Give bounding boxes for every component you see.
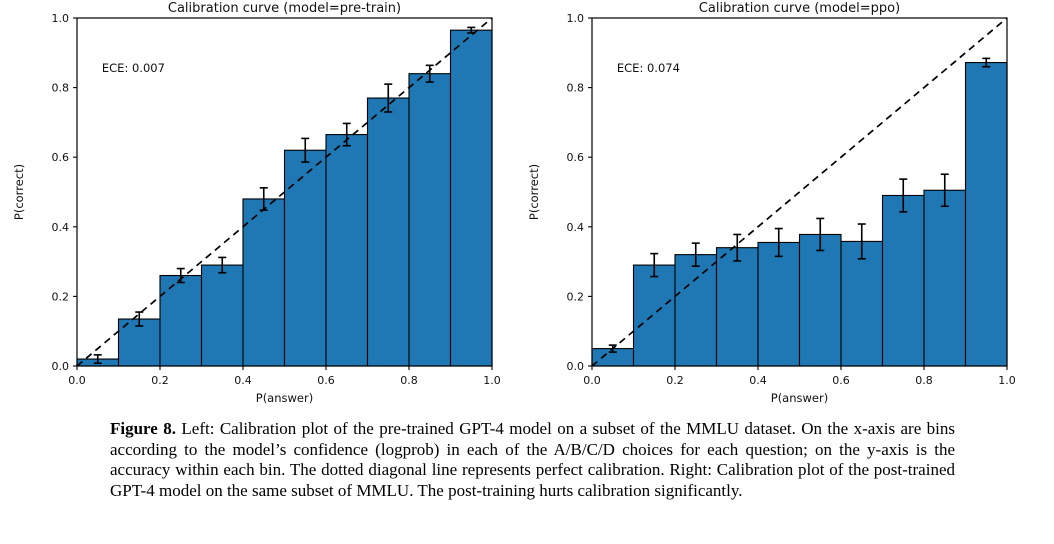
x-tick-label: 0.0 xyxy=(68,374,86,387)
x-axis-label: P(answer) xyxy=(256,391,313,405)
y-tick-label: 0.2 xyxy=(52,290,70,303)
calibration-bar xyxy=(325,134,369,367)
figure-8-charts: 0.0 0.2 0.4 0.6 0.8 1.0 0.0 0.2 0.4 0.6 0.8 1.0 Cali… xyxy=(9,0,1051,412)
figure-caption-label: Figure 8. xyxy=(110,419,176,438)
chart-title: Calibration curve (model=pre-train) xyxy=(168,1,401,16)
x-tick-label: 1.0 xyxy=(998,374,1016,387)
y-tick-label: 0.2 xyxy=(567,290,585,303)
y-tick-label: 0.4 xyxy=(52,221,70,234)
x-tick-label: 0.2 xyxy=(151,374,169,387)
calibration-bar xyxy=(242,198,286,367)
ece-annotation: ECE: 0.074 xyxy=(617,61,680,75)
y-tick-label: 1.0 xyxy=(52,12,70,25)
x-tick-label: 0.4 xyxy=(749,374,767,387)
calibration-bar xyxy=(159,274,203,367)
calibration-bar xyxy=(798,233,842,367)
y-tick-label: 0.8 xyxy=(567,82,585,95)
y-tick-label: 0.0 xyxy=(52,360,70,373)
calibration-bar xyxy=(715,247,759,367)
calibration-bar xyxy=(283,149,327,367)
calibration-bar xyxy=(200,264,244,367)
chart-svg: 0.0 0.2 0.4 0.6 0.8 1.0 0.0 0.2 0.4 0.6 0.8 1.0 Cali… xyxy=(527,1,1016,405)
y-tick-label: 0.6 xyxy=(567,151,585,164)
calibration-bar xyxy=(408,73,452,367)
x-tick-label: 0.4 xyxy=(234,374,252,387)
x-tick-label: 0.6 xyxy=(832,374,850,387)
chart-title: Calibration curve (model=ppo) xyxy=(699,1,900,16)
perfect-calibration-line xyxy=(76,17,493,367)
axes-frame xyxy=(76,17,493,367)
y-tick-label: 0.0 xyxy=(567,360,585,373)
calibration-bar xyxy=(840,240,884,367)
ece-annotation: ECE: 0.007 xyxy=(102,61,165,75)
calibration-bar xyxy=(632,264,676,367)
x-tick-label: 0.6 xyxy=(317,374,335,387)
calibration-bar xyxy=(366,97,410,367)
x-axis-label: P(answer) xyxy=(771,391,828,405)
figure-caption-text: Left: Calibration plot of the pre-traine… xyxy=(110,419,955,500)
x-tick-label: 0.8 xyxy=(915,374,933,387)
y-tick-label: 1.0 xyxy=(567,12,585,25)
calibration-bar xyxy=(881,194,925,367)
x-tick-label: 0.0 xyxy=(583,374,601,387)
calibration-bar xyxy=(757,241,801,367)
calibration-chart-pretrain: 0.0 0.2 0.4 0.6 0.8 1.0 0.0 0.2 0.4 0.6 0.8 1.0 Cali… xyxy=(9,0,536,412)
y-tick-label: 0.8 xyxy=(52,82,70,95)
y-tick-label: 0.6 xyxy=(52,151,70,164)
calibration-bar xyxy=(964,61,1008,367)
axes-frame xyxy=(591,17,1008,367)
x-tick-label: 1.0 xyxy=(483,374,501,387)
chart-svg: 0.0 0.2 0.4 0.6 0.8 1.0 0.0 0.2 0.4 0.6 0.8 1.0 Cali… xyxy=(12,1,501,405)
x-tick-label: 0.2 xyxy=(666,374,684,387)
x-tick-label: 0.8 xyxy=(400,374,418,387)
calibration-bar xyxy=(449,29,493,367)
calibration-bar xyxy=(923,189,967,367)
calibration-bar xyxy=(674,254,718,367)
y-tick-label: 0.4 xyxy=(567,221,585,234)
y-axis-label: P(correct) xyxy=(527,164,541,220)
figure-caption: Figure 8. Left: Calibration plot of the … xyxy=(110,419,955,501)
y-axis-label: P(correct) xyxy=(12,164,26,220)
perfect-calibration-line xyxy=(591,17,1008,367)
calibration-chart-ppo: 0.0 0.2 0.4 0.6 0.8 1.0 0.0 0.2 0.4 0.6 0.8 1.0 Cali… xyxy=(524,0,1051,412)
